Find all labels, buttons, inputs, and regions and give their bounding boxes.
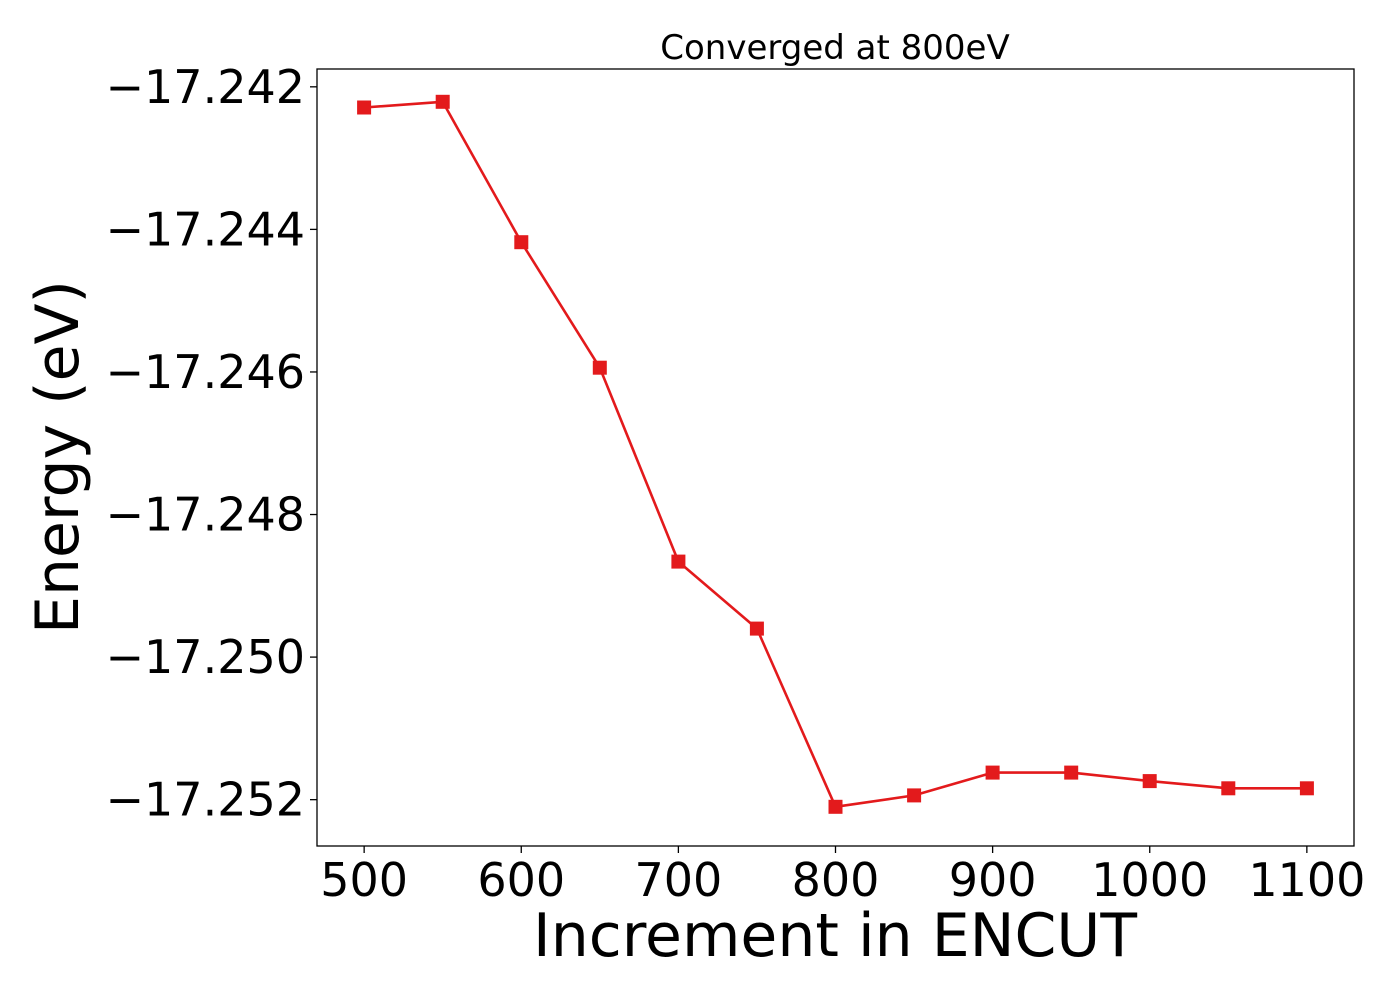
x-axis-title: Increment in ENCUT <box>533 901 1137 971</box>
data-point <box>1299 781 1314 796</box>
plot-area: 500 600 700 800 900 1000 1100 −17.242 −17.244 −17… <box>106 60 1366 907</box>
chart-title: Converged at 800eV <box>660 28 1009 68</box>
y-axis-title: Energy (eV) <box>23 280 93 634</box>
y-tick-label: −17.246 <box>106 345 306 399</box>
y-tick-label: −17.242 <box>106 60 306 114</box>
y-tick-label: −17.252 <box>106 773 306 827</box>
x-tick-label: 600 <box>477 853 565 907</box>
data-point <box>749 621 764 636</box>
data-point <box>435 94 450 109</box>
x-tick-label: 1000 <box>1091 853 1208 907</box>
data-point <box>592 360 607 375</box>
data-point <box>985 765 1000 780</box>
data-point <box>1064 765 1079 780</box>
y-tick-label: −17.244 <box>106 202 306 256</box>
data-point <box>828 799 843 814</box>
y-tick-label: −17.250 <box>106 630 306 684</box>
data-point <box>907 788 922 803</box>
x-tick-label: 1100 <box>1248 853 1365 907</box>
data-point <box>1142 774 1157 789</box>
data-point <box>514 235 529 250</box>
y-tick-label: −17.248 <box>106 488 306 542</box>
data-point <box>1221 781 1236 796</box>
x-tick-label: 700 <box>634 853 722 907</box>
data-point <box>357 100 372 115</box>
x-tick-label: 800 <box>792 853 880 907</box>
x-tick-label: 900 <box>949 853 1037 907</box>
x-tick-label: 500 <box>320 853 408 907</box>
data-point <box>671 554 686 569</box>
